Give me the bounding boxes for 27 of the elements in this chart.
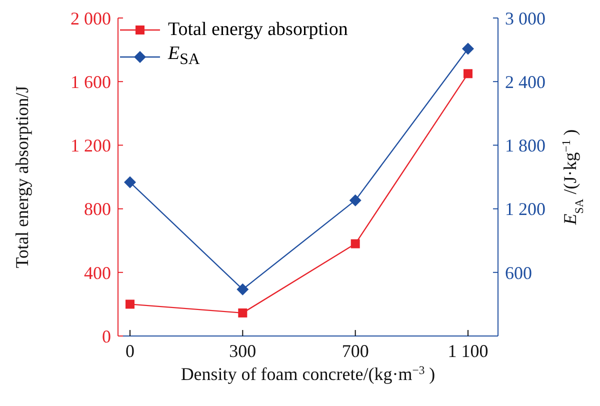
x-tick-label: 0 (126, 340, 134, 361)
point (462, 42, 474, 55)
y-tick-label: 0 (102, 326, 111, 346)
legend-label: E$_{SA}$ (168, 43, 200, 68)
legend-label: Total energy absorption (168, 18, 348, 42)
x-tick-label: 1 100 (448, 340, 488, 361)
y2-tick-label: 600 (505, 262, 532, 283)
point (349, 194, 362, 206)
point (464, 69, 472, 78)
y2-tick-label: 3 000 (505, 8, 546, 28)
y2-tick-label: 1 800 (505, 136, 546, 156)
x-axis-title: Density of foam concrete/(kg·m$^{−3}$) (180, 364, 436, 384)
x-tick-label: 300 (229, 340, 256, 361)
x-tick-label: 700 (342, 340, 369, 361)
point (236, 283, 249, 296)
y-tick-label: 1 600 (70, 72, 111, 92)
y-tick-label: 2 000 (70, 8, 111, 28)
y-tick-label: 400 (84, 262, 111, 283)
point (126, 300, 134, 309)
point (350, 239, 360, 248)
y-axis-title: Total energy absorption/J (12, 86, 32, 268)
y-tick-label: 1 200 (70, 136, 111, 156)
point (238, 308, 248, 318)
y2-tick-label: 2 400 (505, 72, 546, 92)
point (124, 176, 136, 188)
y-tick-label: 800 (84, 199, 111, 220)
y2-tick-label: 1 200 (505, 199, 546, 220)
